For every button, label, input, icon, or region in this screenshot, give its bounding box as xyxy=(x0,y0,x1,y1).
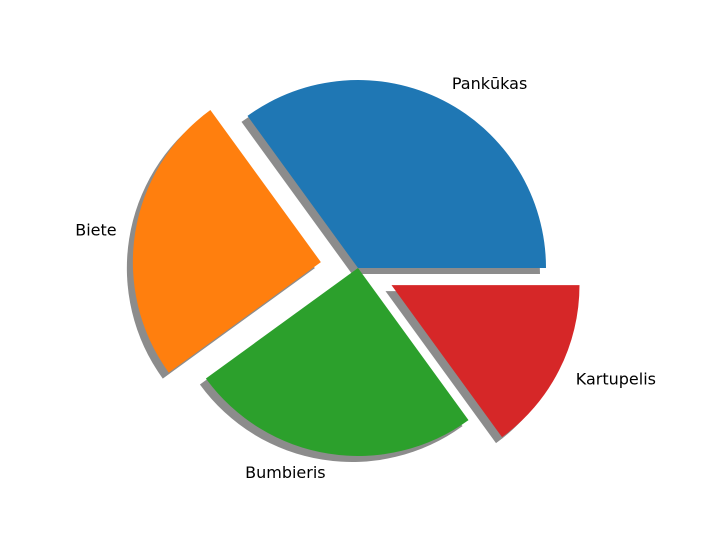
pie-slice-kartupelis xyxy=(391,285,580,438)
slice-label-pankukas: Pankūkas xyxy=(452,74,527,93)
pie-slice-biete xyxy=(132,110,321,373)
slice-label-kartupelis: Kartupelis xyxy=(576,369,656,388)
slice-labels: Pankūkas Biete Bumbieris Kartupelis xyxy=(75,74,656,482)
slice-label-biete: Biete xyxy=(75,220,116,239)
pie-slice-pankukas xyxy=(247,79,546,269)
pie-slices xyxy=(132,79,580,457)
pie-slice-bumbieris xyxy=(205,268,469,457)
slice-label-bumbieris: Bumbieris xyxy=(245,463,326,482)
